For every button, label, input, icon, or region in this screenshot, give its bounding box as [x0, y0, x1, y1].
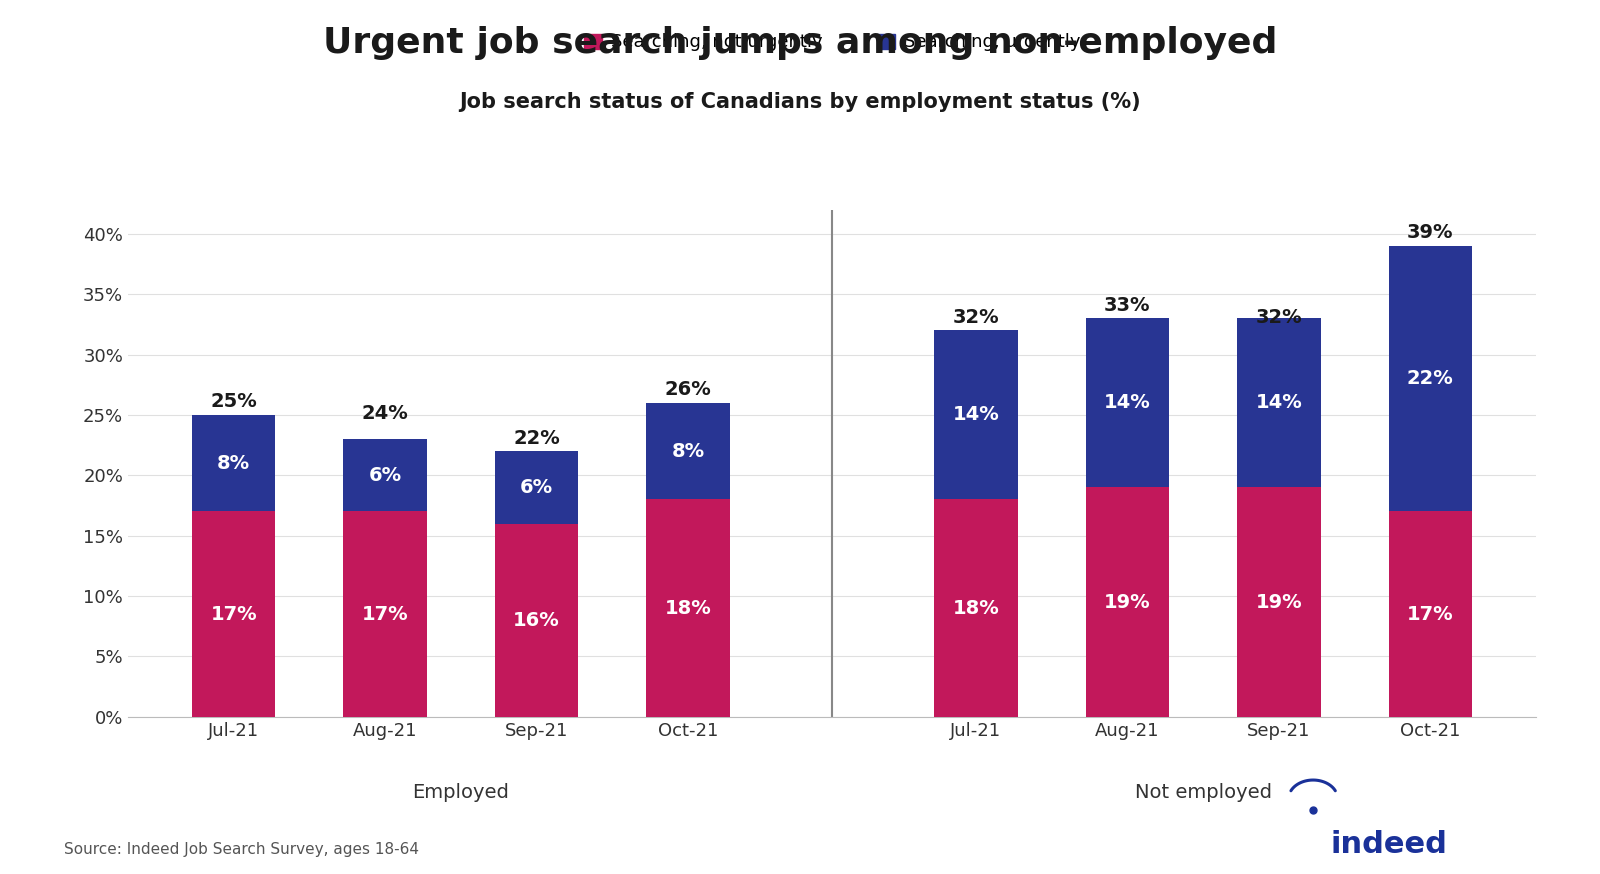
Bar — [934, 330, 1018, 499]
Text: 14%: 14% — [1104, 393, 1150, 413]
Bar — [1237, 488, 1320, 717]
Bar — [646, 403, 730, 499]
Text: 17%: 17% — [362, 605, 408, 623]
Text: 19%: 19% — [1256, 593, 1302, 612]
Bar — [1389, 511, 1472, 717]
Text: 6%: 6% — [520, 478, 554, 496]
Text: 22%: 22% — [514, 428, 560, 447]
Text: 24%: 24% — [362, 405, 408, 423]
Text: 14%: 14% — [1256, 393, 1302, 413]
Text: 18%: 18% — [952, 599, 1000, 618]
Text: 25%: 25% — [210, 392, 258, 412]
Text: Urgent job search jumps among non-employed: Urgent job search jumps among non-employ… — [323, 26, 1277, 60]
Text: indeed: indeed — [1331, 829, 1448, 858]
Text: 16%: 16% — [514, 611, 560, 629]
Text: 32%: 32% — [952, 308, 1000, 327]
Text: 32%: 32% — [1256, 308, 1302, 327]
Bar — [344, 439, 427, 511]
Text: Employed: Employed — [413, 783, 509, 802]
Bar — [1237, 318, 1320, 488]
Bar — [494, 451, 578, 524]
Bar — [934, 499, 1018, 717]
Bar — [494, 524, 578, 717]
Text: 22%: 22% — [1406, 369, 1454, 388]
Text: Source: Indeed Job Search Survey, ages 18-64: Source: Indeed Job Search Survey, ages 1… — [64, 842, 419, 857]
Text: 8%: 8% — [218, 454, 250, 473]
Text: 26%: 26% — [664, 380, 712, 399]
Text: Job search status of Canadians by employment status (%): Job search status of Canadians by employ… — [459, 92, 1141, 112]
Text: 17%: 17% — [1406, 605, 1454, 623]
Bar — [1086, 488, 1170, 717]
Legend: Searching, not urgently, Searching, urgently: Searching, not urgently, Searching, urge… — [576, 26, 1088, 59]
Bar — [1086, 318, 1170, 488]
Text: 8%: 8% — [672, 441, 704, 461]
Text: 19%: 19% — [1104, 593, 1150, 612]
Bar — [1389, 246, 1472, 511]
Bar — [192, 415, 275, 511]
Text: 6%: 6% — [368, 466, 402, 485]
Text: 17%: 17% — [210, 605, 258, 623]
Text: 33%: 33% — [1104, 295, 1150, 315]
Text: 39%: 39% — [1406, 224, 1453, 242]
Bar — [344, 511, 427, 717]
Bar — [646, 499, 730, 717]
Bar — [192, 511, 275, 717]
Text: 18%: 18% — [664, 599, 712, 618]
Text: 14%: 14% — [952, 406, 1000, 425]
Text: Not employed: Not employed — [1134, 783, 1272, 802]
